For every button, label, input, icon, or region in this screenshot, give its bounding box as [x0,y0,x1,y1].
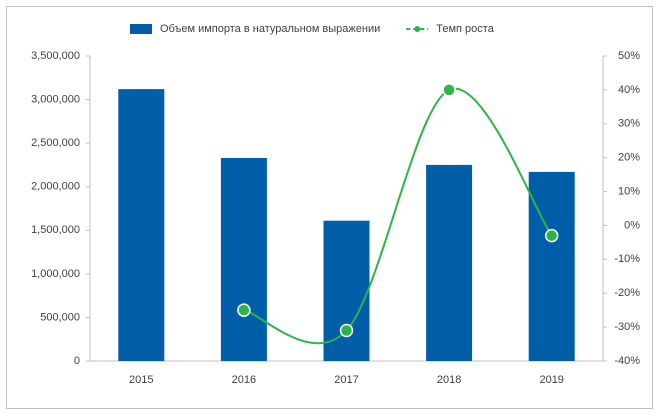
y-tick-label: 3,000,000 [31,93,80,105]
bar [118,89,165,361]
x-tick-label: 2015 [129,374,153,386]
y-tick-label: 3,500,000 [31,50,80,62]
y2-tick-label: 10% [618,185,640,197]
legend-label: Объем импорта в натуральном выражении [160,23,380,35]
x-tick-label: 2017 [334,374,358,386]
y-tick-label: 1,000,000 [31,268,80,280]
y2-tick-label: -30% [614,321,640,333]
line-marker [442,83,456,97]
line [243,87,553,345]
x-tick-label: 2016 [232,374,256,386]
bar [220,157,267,361]
y2-tick-label: 50% [618,50,640,62]
bar [528,171,575,361]
x-tick-label: 2019 [539,374,563,386]
line-marker [237,303,251,317]
y2-tick-label: 0% [624,219,640,231]
x-tick-label: 2018 [437,374,461,386]
y-tick-label: 2,000,000 [31,181,80,193]
y-tick-label: 0 [74,355,80,367]
bar [426,164,473,361]
legend-swatch [130,24,152,34]
y2-tick-label: -40% [614,355,640,367]
y-tick-label: 500,000 [40,311,80,323]
line-marker [339,323,354,338]
bar [323,220,370,361]
y2-tick-label: 30% [618,118,640,130]
y2-tick-label: 40% [618,84,640,96]
legend-marker [414,26,421,32]
y-tick-label: 1,500,000 [31,224,80,236]
legend-label: Темп роста [436,23,494,35]
y2-tick-label: 20% [618,152,640,164]
line-marker [544,228,559,243]
y2-tick-label: -10% [614,253,640,265]
y2-tick-label: -20% [614,287,640,299]
y-tick-label: 2,500,000 [31,137,80,149]
